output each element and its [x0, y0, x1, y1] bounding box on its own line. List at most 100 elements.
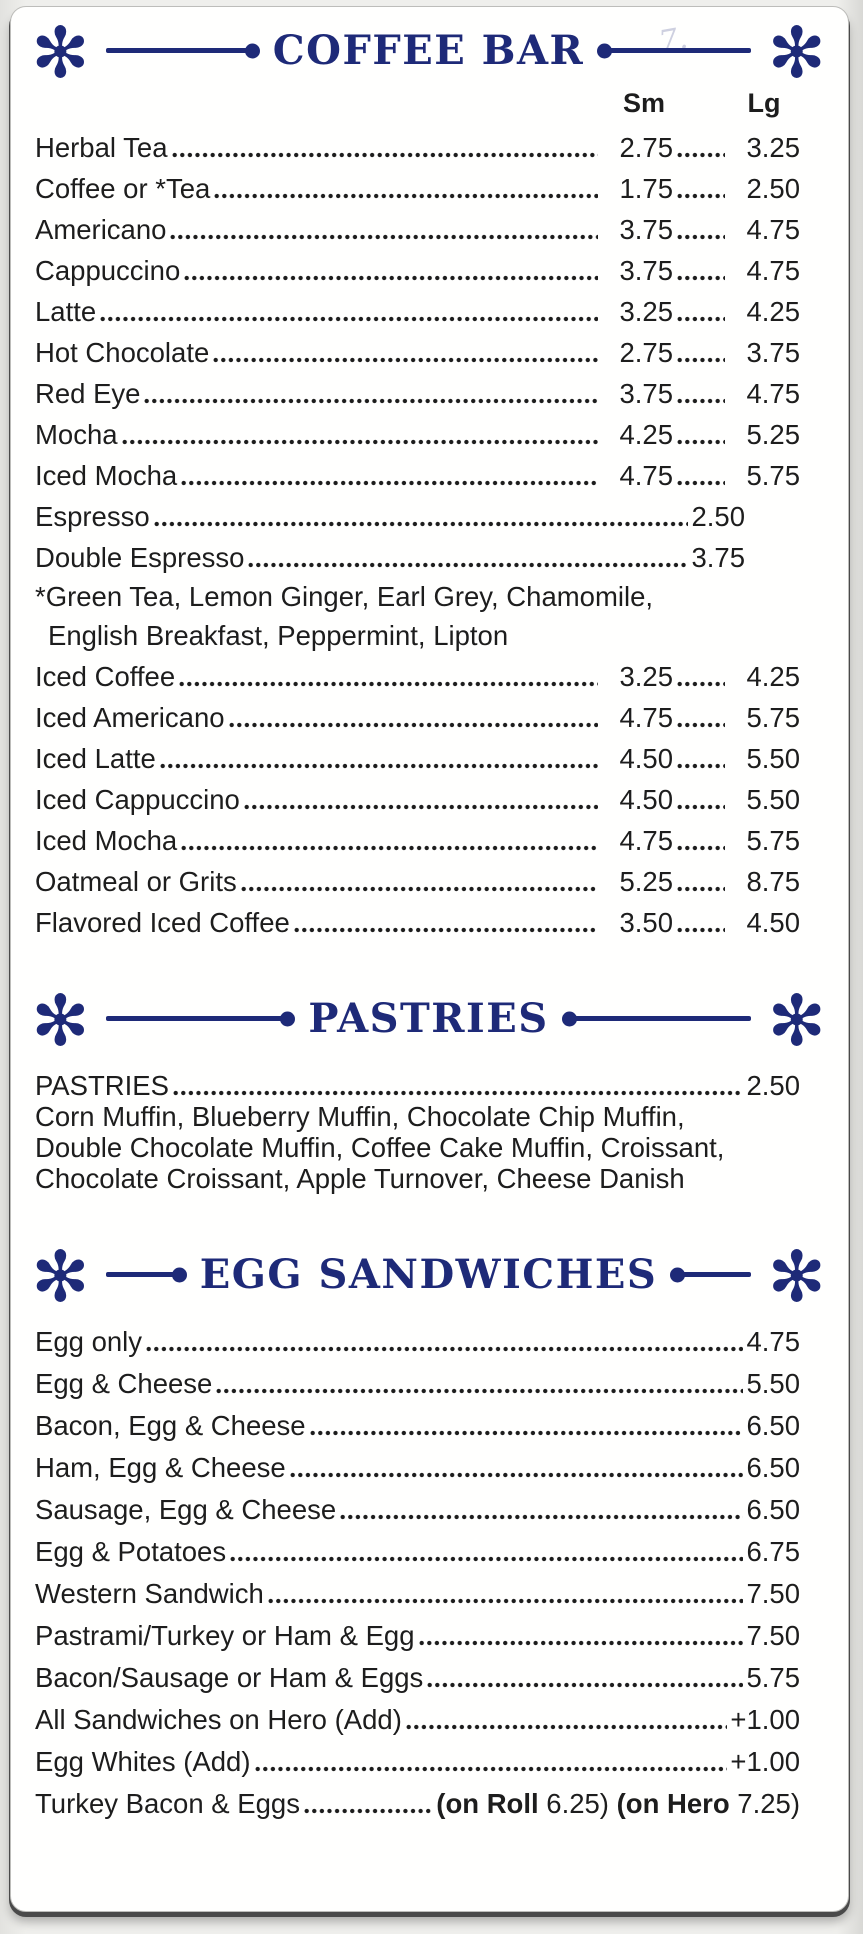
item-name: Americano	[35, 214, 167, 246]
price: 3.75	[691, 542, 745, 574]
item-name: Oatmeal or Grits	[35, 866, 237, 898]
dotted-leader	[100, 316, 598, 322]
size-label-sm: Sm	[622, 88, 666, 118]
price: 2.50	[746, 1070, 800, 1102]
price: 5.50	[746, 1368, 800, 1400]
item-name: Iced Mocha	[35, 825, 178, 857]
menu-item-row: Flavored Iced Coffee 3.50 4.50	[35, 898, 800, 939]
item-name: Pastrami/Turkey or Ham & Egg	[35, 1620, 415, 1652]
dotted-leader	[248, 562, 689, 568]
item-name: Ham, Egg & Cheese	[35, 1452, 286, 1484]
dotted-leader	[677, 845, 725, 851]
flower-asterisk-icon: ✻	[31, 1237, 90, 1316]
flower-asterisk-icon: ✻	[767, 1237, 827, 1316]
menu-item-row: Iced Latte 4.50 5.50	[35, 734, 800, 775]
menu-item-row: Cappuccino 3.75 4.75	[35, 246, 800, 287]
price: 6.75	[746, 1536, 800, 1568]
menu-section: ✻ PASTRIES ✻ PASTRIES 2.50 Corn Muffin, Bl…	[31, 985, 826, 1195]
item-name: Iced Mocha	[35, 460, 178, 492]
price-small: 1.75	[619, 173, 673, 205]
price-small: 4.75	[619, 702, 673, 734]
header-rule-right	[600, 48, 752, 53]
item-name: Latte	[35, 296, 97, 328]
size-header-gap	[680, 88, 728, 119]
dotted-leader	[230, 1556, 744, 1562]
price-small: 3.50	[619, 907, 673, 939]
price-small: 5.25	[619, 866, 673, 898]
item-name: Egg & Cheese	[35, 1368, 213, 1400]
menu-item-row: Bacon/Sausage or Ham & Eggs 5.75	[35, 1652, 800, 1694]
dotted-leader	[677, 480, 725, 486]
item-name: Red Eye	[35, 378, 141, 410]
dotted-leader	[243, 804, 598, 810]
item-name: Western Sandwich	[35, 1578, 264, 1610]
dotted-leader	[216, 1388, 744, 1394]
dotted-leader	[181, 480, 598, 486]
dotted-leader	[289, 1472, 744, 1478]
price: +1.00	[730, 1746, 800, 1778]
menu-section: ✻ COFFEE BAR ✻ Sm Lg Herbal Tea 2.75 3.25 C…	[31, 17, 826, 939]
price-large: 4.25	[746, 296, 800, 328]
dotted-leader	[677, 804, 725, 810]
menu-rows: PASTRIES 2.50 Corn Muffin, Blueberry Muffi…	[35, 1060, 800, 1195]
dotted-leader	[677, 316, 725, 322]
item-name: Bacon, Egg & Cheese	[35, 1410, 306, 1442]
price-small: 4.75	[619, 825, 673, 857]
price-segment: 7.25)	[729, 1788, 800, 1820]
price-large: 5.50	[746, 743, 800, 775]
price-large: 5.75	[746, 825, 800, 857]
price-segment: (on Hero	[616, 1788, 730, 1820]
item-name: PASTRIES	[35, 1070, 169, 1102]
menu-item-row: Iced Coffee 3.25 4.25	[35, 652, 800, 693]
menu-item-row: Ham, Egg & Cheese 6.50	[35, 1442, 800, 1484]
menu-note: Corn Muffin, Blueberry Muffin, Chocolate…	[35, 1101, 685, 1133]
menu-item-row: Pastrami/Turkey or Ham & Egg 7.50	[35, 1610, 800, 1652]
flower-asterisk-icon: ✻	[767, 981, 826, 1060]
menu-note: Chocolate Croissant, Apple Turnover, Che…	[35, 1163, 685, 1195]
dotted-leader	[677, 152, 725, 158]
menu-rows: Egg only 4.75 Egg & Cheese 5.50 Bacon, Egg &…	[35, 1316, 800, 1820]
dotted-leader	[254, 1766, 728, 1772]
price: 2.50	[691, 501, 745, 533]
menu-item-row: Egg & Cheese 5.50	[35, 1358, 800, 1400]
dotted-leader	[146, 1346, 744, 1352]
price: 5.75	[746, 1662, 800, 1694]
item-name: Herbal Tea	[35, 132, 168, 164]
price-large: 8.75	[746, 866, 800, 898]
price-small: 4.50	[619, 743, 673, 775]
item-name: Coffee or *Tea	[35, 173, 211, 205]
price-large: 5.25	[746, 419, 800, 451]
menu-item-row: Bacon, Egg & Cheese 6.50	[35, 1400, 800, 1442]
menu-item-row: Mocha 4.25 5.25	[35, 410, 800, 451]
menu-item-row: Sausage, Egg & Cheese 6.50	[35, 1484, 800, 1526]
item-name: Egg Whites (Add)	[35, 1746, 251, 1778]
dotted-leader	[170, 234, 598, 240]
dotted-leader	[677, 193, 725, 199]
menu-item-row: Double Espresso 3.75	[35, 533, 800, 574]
dotted-leader	[340, 1514, 744, 1520]
price: +1.00	[730, 1704, 800, 1736]
dotted-leader	[427, 1682, 744, 1688]
header-rule-left	[105, 1272, 184, 1277]
price-segment: 6.25)	[538, 1788, 617, 1820]
price-combo: (on Roll 6.25) (on Hero 7.25)	[436, 1788, 800, 1820]
menu-item-row: PASTRIES 2.50	[35, 1060, 800, 1102]
price-small: 3.75	[619, 255, 673, 287]
item-name: Flavored Iced Coffee	[35, 907, 290, 939]
price: 7.50	[746, 1578, 800, 1610]
dotted-leader	[228, 722, 598, 728]
dotted-leader	[121, 439, 598, 445]
dotted-leader	[184, 275, 598, 281]
section-title: EGG SANDWICHES	[199, 1251, 658, 1298]
menu-item-row: Oatmeal or Grits 5.25 8.75	[35, 857, 800, 898]
price: 6.50	[746, 1410, 800, 1442]
dotted-leader	[179, 681, 598, 687]
price-large: 5.50	[746, 784, 800, 816]
dotted-leader	[677, 234, 725, 240]
header-rule-left	[105, 48, 257, 53]
item-name: Iced Latte	[35, 743, 156, 775]
price-large: 3.75	[746, 337, 800, 369]
price-small: 3.75	[619, 378, 673, 410]
price-large: 5.75	[746, 460, 800, 492]
item-name: Egg only	[35, 1326, 143, 1358]
